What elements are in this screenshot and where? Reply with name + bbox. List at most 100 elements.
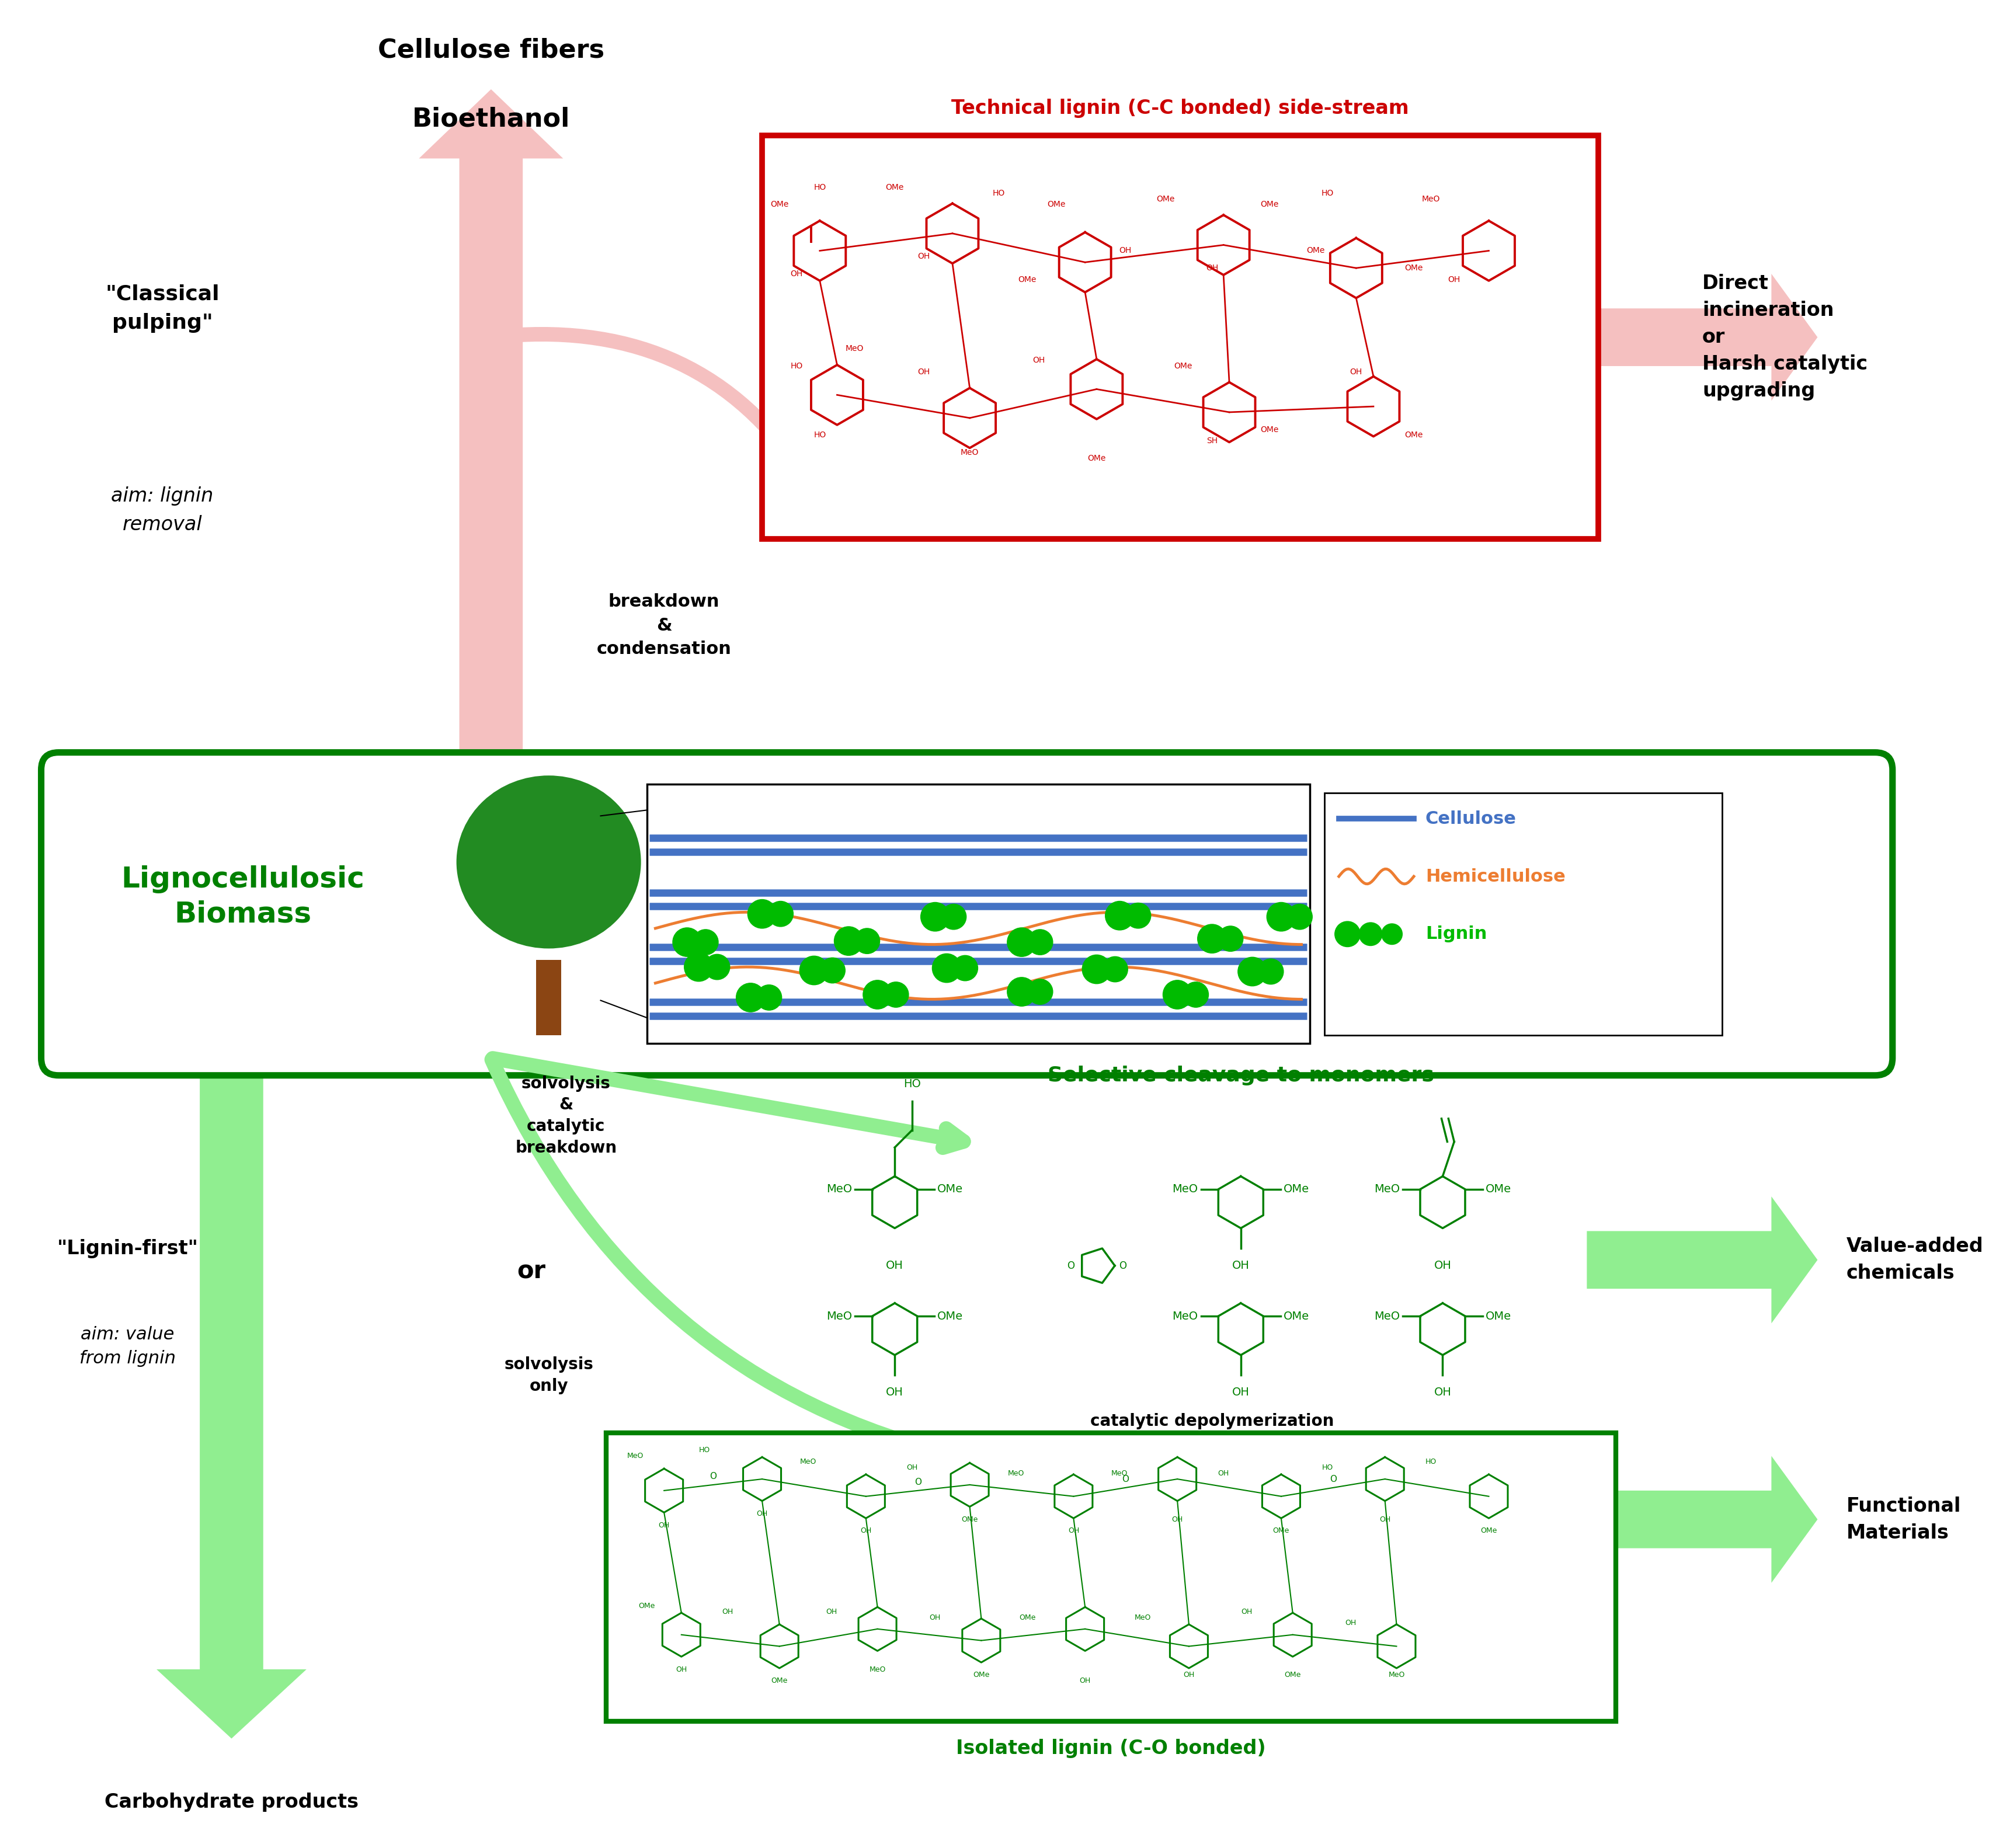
Circle shape [862, 979, 892, 1009]
Text: O: O [1067, 1260, 1075, 1271]
Polygon shape [1586, 1196, 1817, 1323]
Text: HO: HO [790, 362, 802, 370]
Text: MeO: MeO [1421, 194, 1441, 203]
Text: OMe: OMe [1284, 1310, 1309, 1321]
Text: OH: OH [1433, 1260, 1451, 1271]
Text: aim: lignin
removal: aim: lignin removal [111, 486, 213, 534]
Text: MeO: MeO [627, 1453, 643, 1460]
Text: Cellulose: Cellulose [1425, 809, 1516, 828]
Circle shape [1027, 979, 1053, 1005]
Circle shape [921, 902, 949, 931]
Text: OMe: OMe [1284, 1671, 1300, 1678]
Circle shape [941, 904, 967, 930]
Text: OH: OH [929, 1613, 941, 1621]
Text: MeO: MeO [1007, 1469, 1025, 1477]
Circle shape [1027, 930, 1053, 955]
Text: Isolated lignin (C-O bonded): Isolated lignin (C-O bonded) [957, 1739, 1266, 1757]
Polygon shape [157, 1059, 306, 1739]
Text: HO: HO [1323, 1464, 1333, 1471]
Text: OMe: OMe [1087, 455, 1106, 462]
Circle shape [1335, 922, 1361, 946]
Text: OH: OH [722, 1608, 734, 1615]
FancyBboxPatch shape [40, 752, 1893, 1076]
Circle shape [1238, 957, 1266, 987]
Text: OH: OH [1351, 368, 1363, 375]
Text: OMe: OMe [770, 201, 788, 209]
Text: OMe: OMe [1260, 425, 1278, 434]
Text: OH: OH [1067, 1526, 1079, 1534]
Text: OH: OH [675, 1665, 687, 1672]
Polygon shape [418, 89, 563, 926]
Text: MeO: MeO [868, 1665, 886, 1672]
Text: MeO: MeO [846, 346, 864, 353]
Text: MeO: MeO [1172, 1185, 1198, 1196]
Circle shape [1266, 902, 1296, 931]
Text: MeO: MeO [1134, 1613, 1152, 1621]
Text: OMe: OMe [639, 1602, 655, 1610]
Text: O: O [915, 1478, 921, 1486]
Text: Cellulose fibers: Cellulose fibers [378, 37, 605, 63]
Text: Carbohydrate products: Carbohydrate products [105, 1793, 358, 1811]
Circle shape [834, 926, 862, 955]
Text: OH: OH [1232, 1386, 1250, 1397]
Text: Direct
incineration
or
Harsh catalytic
upgrading: Direct incineration or Harsh catalytic u… [1702, 274, 1867, 401]
Circle shape [953, 955, 977, 981]
Text: OH: OH [1206, 264, 1218, 272]
Text: Bioethanol: Bioethanol [412, 107, 571, 131]
Text: "Lignin-first": "Lignin-first" [56, 1238, 199, 1258]
Text: HO: HO [993, 188, 1005, 198]
Circle shape [1218, 926, 1242, 952]
Circle shape [882, 981, 909, 1007]
Text: OH: OH [886, 1260, 902, 1271]
FancyBboxPatch shape [537, 961, 561, 1035]
Text: OMe: OMe [1405, 431, 1423, 440]
Text: OH: OH [756, 1510, 768, 1517]
FancyBboxPatch shape [1325, 793, 1723, 1035]
Circle shape [736, 983, 766, 1013]
Text: O: O [1122, 1475, 1130, 1484]
Text: OMe: OMe [1306, 246, 1325, 255]
Text: Value-added
chemicals: Value-added chemicals [1847, 1236, 1984, 1283]
Text: MeO: MeO [1389, 1671, 1405, 1678]
Text: OH: OH [1120, 246, 1132, 255]
Text: breakdown
&
condensation: breakdown & condensation [597, 593, 732, 658]
Text: OMe: OMe [1485, 1310, 1512, 1321]
Text: OMe: OMe [1174, 362, 1192, 370]
Text: Selective cleavage to monomers: Selective cleavage to monomers [1047, 1066, 1433, 1085]
Text: O: O [1120, 1260, 1126, 1271]
Circle shape [1184, 981, 1208, 1007]
Text: OMe: OMe [1481, 1526, 1497, 1534]
Text: OH: OH [1240, 1608, 1252, 1615]
Text: MeO: MeO [1112, 1469, 1128, 1477]
Text: OMe: OMe [886, 183, 904, 192]
FancyBboxPatch shape [607, 1432, 1616, 1720]
Text: OMe: OMe [772, 1678, 788, 1685]
Text: MeO: MeO [1375, 1310, 1401, 1321]
Circle shape [1359, 922, 1383, 946]
Text: OH: OH [1033, 357, 1045, 364]
Circle shape [693, 930, 718, 955]
Circle shape [1258, 959, 1284, 985]
Circle shape [1007, 928, 1035, 957]
Text: O: O [1329, 1475, 1337, 1484]
Text: HO: HO [902, 1079, 921, 1090]
Text: MeO: MeO [961, 449, 979, 456]
Circle shape [673, 928, 701, 957]
Text: SH: SH [1206, 436, 1218, 445]
Text: HO: HO [699, 1447, 710, 1454]
Text: HO: HO [814, 431, 826, 440]
Text: OH: OH [1232, 1260, 1250, 1271]
Text: OH: OH [826, 1608, 836, 1615]
Text: OMe: OMe [1019, 275, 1037, 283]
Text: Technical lignin (C-C bonded) side-stream: Technical lignin (C-C bonded) side-strea… [951, 98, 1409, 118]
Circle shape [1164, 979, 1192, 1009]
Text: HO: HO [814, 183, 826, 192]
Circle shape [768, 902, 794, 926]
Text: OH: OH [1218, 1469, 1230, 1477]
Text: OH: OH [1447, 275, 1461, 283]
Text: catalytic depolymerization: catalytic depolymerization [1089, 1414, 1335, 1430]
Circle shape [1081, 955, 1112, 983]
Text: MeO: MeO [826, 1310, 852, 1321]
Text: OMe: OMe [1485, 1185, 1512, 1196]
Polygon shape [1598, 274, 1817, 401]
